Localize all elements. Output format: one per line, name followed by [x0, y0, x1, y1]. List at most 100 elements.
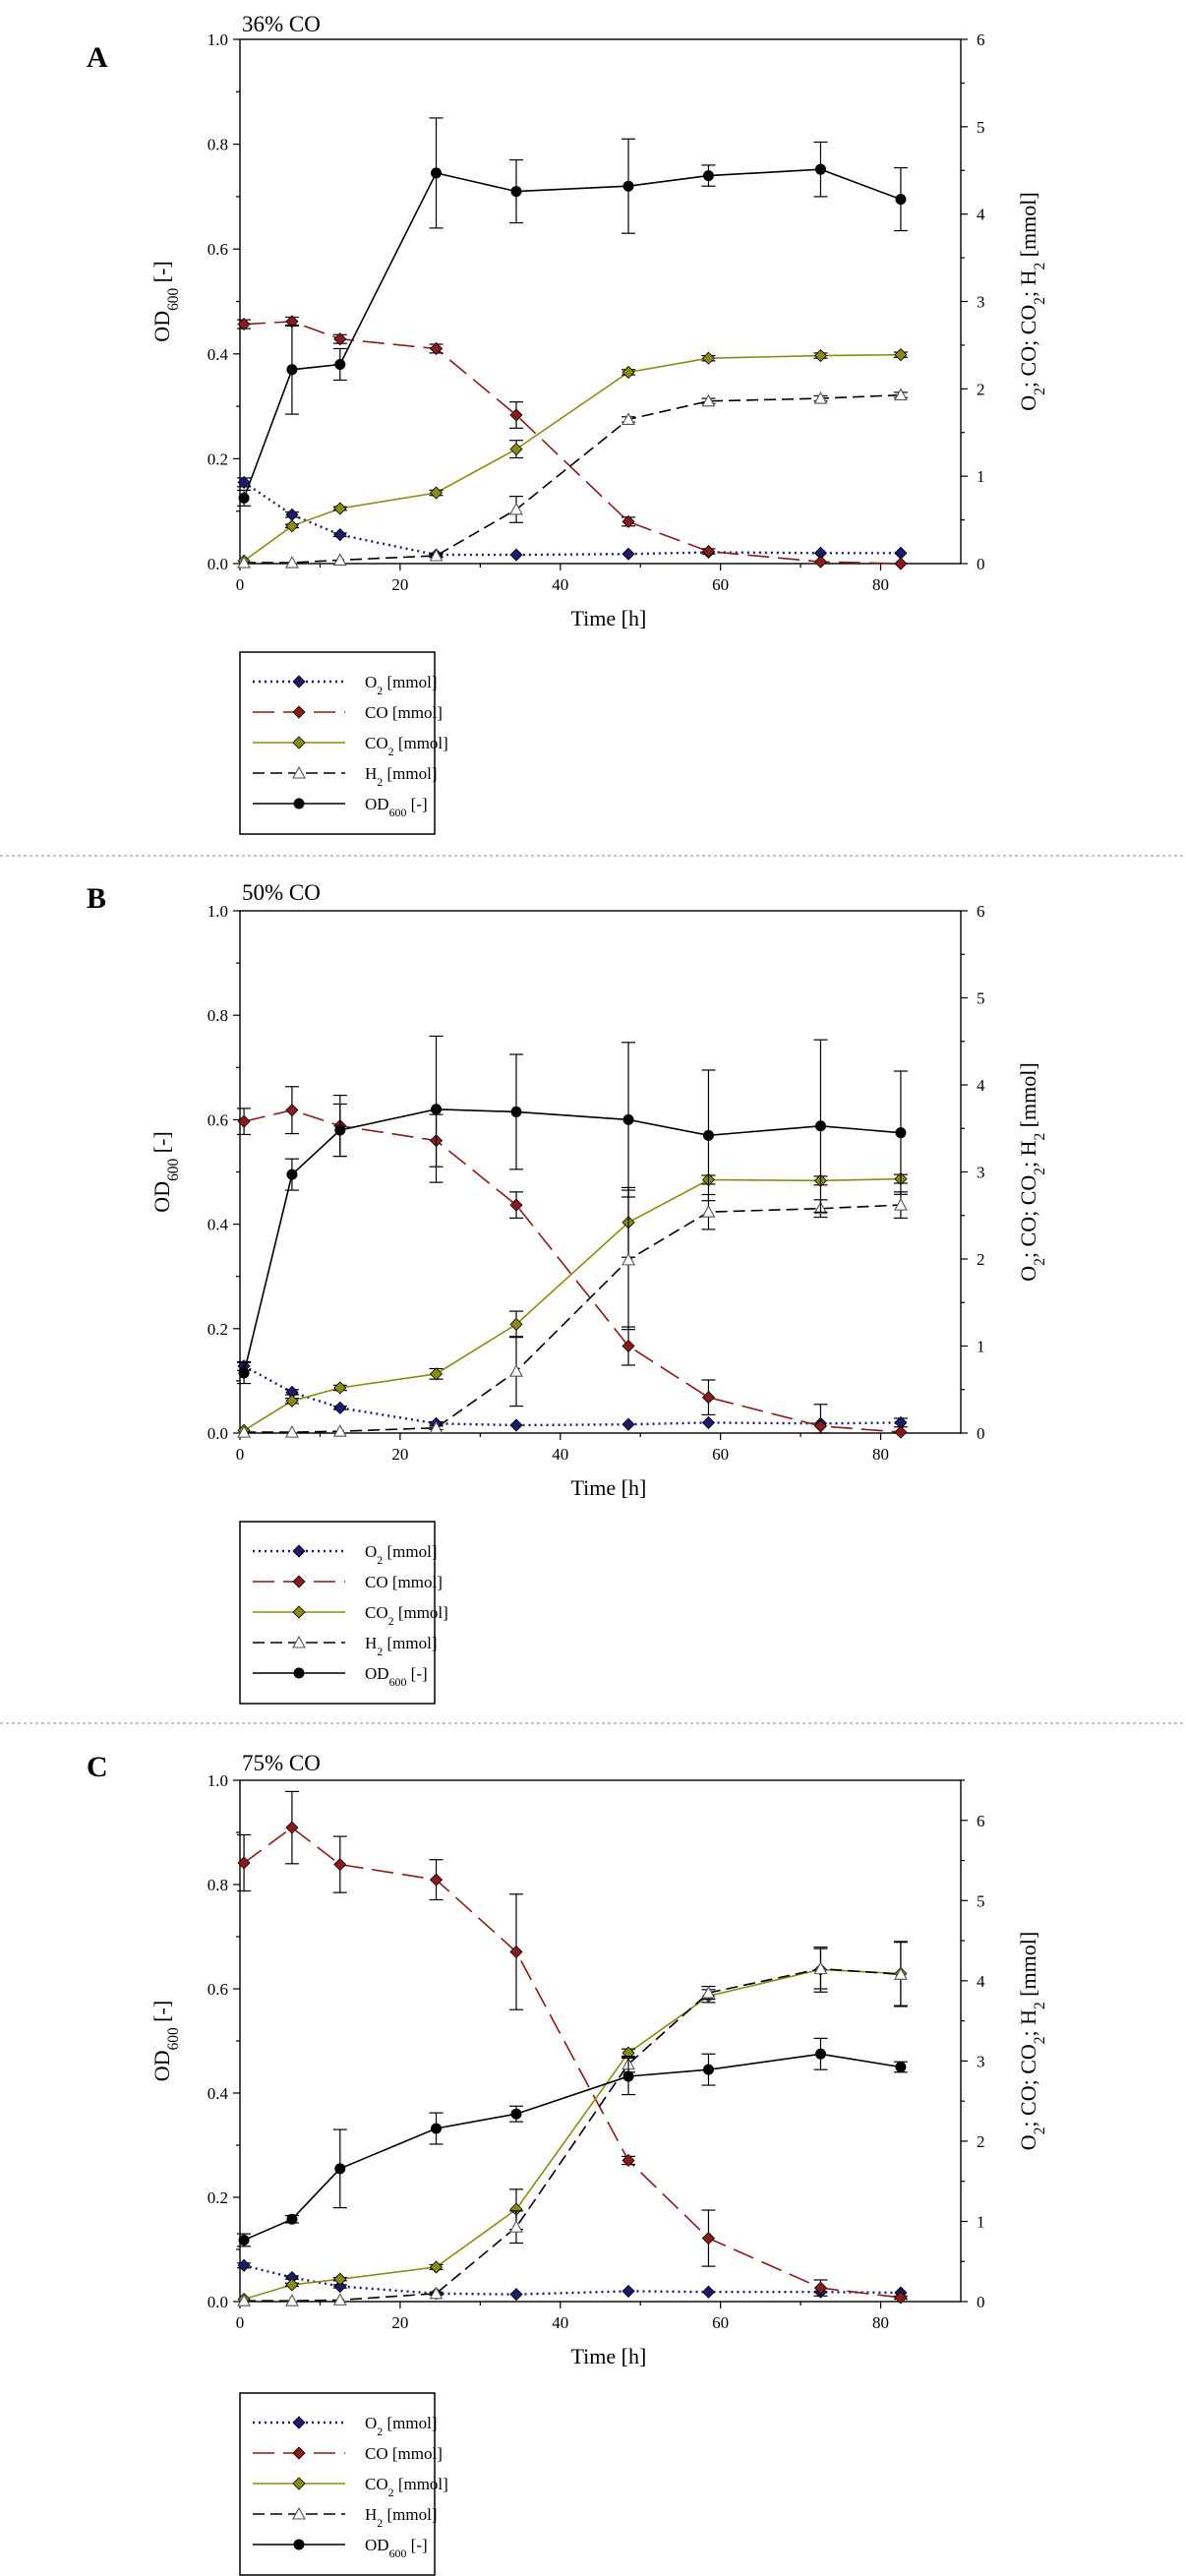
x-tick-label: 80	[872, 575, 889, 594]
legend-label: CO [mmol]	[365, 2444, 443, 2463]
data-point	[701, 2232, 716, 2246]
y-right-tick-label: 4	[977, 1972, 985, 1991]
y-right-tick-label: 3	[977, 1164, 985, 1182]
series-od600	[237, 1035, 908, 1385]
series-co	[237, 1086, 908, 1439]
y-axis-title: OD600 [-]	[149, 261, 182, 341]
panel-title: 75% CO	[242, 1751, 321, 1775]
y-right-tick-label: 4	[977, 1076, 985, 1095]
legend-label: O2 [mmol]	[365, 2414, 437, 2438]
data-point	[893, 388, 908, 401]
series-line	[244, 1967, 901, 2302]
x-tick-label: 0	[236, 1445, 245, 1464]
x-tick-label: 80	[872, 2313, 889, 2332]
series-o2	[237, 475, 908, 562]
series-line	[244, 321, 901, 565]
panel-letter: C	[87, 1751, 108, 1783]
data-point	[237, 475, 251, 489]
data-point	[429, 1367, 444, 1381]
legend-marker	[292, 2506, 306, 2520]
series-line	[243, 168, 902, 499]
data-point	[813, 2281, 828, 2295]
data-point	[334, 1124, 346, 1136]
data-point	[285, 1424, 299, 1438]
data-point	[332, 1424, 347, 1437]
data-point	[333, 2272, 347, 2286]
series-line	[243, 1108, 901, 1433]
legend-marker	[293, 798, 305, 809]
data-point	[622, 412, 635, 425]
data-point	[893, 1197, 908, 1211]
series-h2	[237, 1189, 908, 1438]
legend-label: O2 [mmol]	[365, 1542, 437, 1567]
y-tick-label: 1.0	[208, 902, 228, 921]
y-tick-label: 0.0	[208, 2293, 228, 2311]
panel-title: 50% CO	[242, 880, 321, 905]
chart-panel-b: B 50% CO 0 20 40 60 80 0.0 0.2 0.4 0.6 0.8 1.0 0 1 2 3 4 5…	[87, 880, 1048, 1705]
data-point	[237, 2294, 251, 2306]
x-tick-label: 60	[712, 1445, 729, 1464]
series-h2	[237, 388, 908, 569]
y-tick-label: 1.0	[208, 30, 228, 49]
data-point	[622, 2284, 635, 2298]
data-point	[895, 2062, 907, 2072]
y-tick-label: 0.4	[208, 345, 229, 364]
data-point	[509, 1317, 523, 1331]
series-od600	[237, 2037, 908, 2247]
legend-marker	[292, 705, 306, 719]
data-point	[333, 502, 347, 515]
data-point	[238, 2234, 250, 2246]
x-tick-label: 20	[391, 1445, 408, 1464]
data-point	[622, 2153, 635, 2168]
data-point	[813, 390, 828, 404]
series-co2	[237, 1941, 908, 2306]
legend-marker	[292, 675, 306, 689]
data-point	[333, 332, 347, 346]
data-point	[701, 1985, 716, 1999]
data-point	[622, 365, 635, 380]
legend-label: OD600 [-]	[365, 2536, 428, 2560]
data-point	[623, 180, 634, 192]
x-axis-title: Time [h]	[571, 2344, 647, 2368]
data-point	[285, 555, 299, 569]
y-tick-label: 0.0	[208, 555, 228, 573]
series-line	[243, 1968, 901, 2301]
y-tick-label: 0.2	[208, 449, 228, 468]
legend-label: CO [mmol]	[365, 1573, 443, 1591]
data-point	[813, 1961, 828, 1975]
data-point	[431, 167, 443, 179]
data-point	[285, 2294, 299, 2306]
x-axis-title: Time [h]	[571, 1475, 647, 1500]
legend-marker	[292, 2446, 306, 2460]
data-point	[285, 2278, 299, 2292]
data-point	[701, 1205, 716, 1218]
legend-marker	[292, 765, 306, 779]
data-point	[622, 514, 635, 528]
y-tick-label: 0.4	[208, 1216, 229, 1234]
legend-marker	[293, 2539, 305, 2550]
series-co2	[237, 1172, 908, 1437]
data-point	[333, 1381, 347, 1395]
data-point	[894, 348, 908, 362]
y-right-tick-label: 0	[977, 2293, 985, 2311]
data-point	[701, 1415, 716, 1429]
data-point	[238, 492, 250, 504]
data-point	[431, 2123, 443, 2134]
y-right-tick-label: 3	[977, 293, 985, 312]
data-point	[509, 2220, 523, 2233]
data-point	[895, 194, 907, 206]
y-tick-label: 0.8	[208, 1876, 228, 1894]
data-point	[701, 393, 716, 407]
data-point	[814, 2048, 826, 2060]
series-h2	[237, 1942, 908, 2306]
data-point	[509, 443, 523, 456]
panel-letter: A	[87, 41, 108, 74]
y-tick-label: 0.4	[208, 2084, 229, 2103]
data-point	[814, 1120, 826, 1132]
legend-label: CO2 [mmol]	[365, 1603, 448, 1628]
x-axis-title: Time [h]	[571, 606, 647, 630]
y-right-tick-label: 1	[977, 2212, 985, 2231]
x-tick-label: 40	[552, 2313, 568, 2332]
data-point	[429, 486, 444, 500]
